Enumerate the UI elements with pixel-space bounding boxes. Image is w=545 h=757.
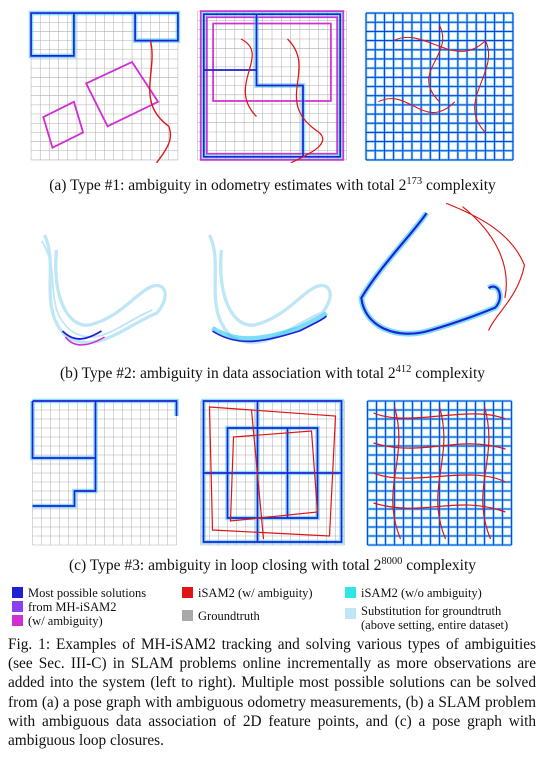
- solution-path: [202, 13, 342, 158]
- dense-grid: [366, 399, 513, 547]
- isam2-path: [149, 40, 171, 163]
- panel-b2: [192, 220, 347, 355]
- subcaption-b: (b) Type #2: ambiguity in data associati…: [59, 364, 486, 382]
- solution-path: [30, 12, 179, 57]
- solution-path: [358, 211, 503, 337]
- legend-swatch-most-possible-3: [12, 615, 23, 626]
- legend-label-substitution-2: (above setting, entire dataset): [361, 618, 509, 632]
- legend-label-isam2-w: iSAM2 (w/ ambiguity): [198, 586, 313, 600]
- legend-label-substitution-1: Substitution for groundtruth: [361, 604, 502, 618]
- subcaption-c: (c) Type #3: ambiguity in loop closing w…: [68, 556, 477, 574]
- subcaption-a: (a) Type #1: ambiguity in odometry estim…: [49, 176, 496, 194]
- ambiguous-path: [199, 10, 345, 161]
- legend-isam2-wo: iSAM2 (w/o ambiguity): [345, 586, 535, 602]
- legend-label-isam2-wo: iSAM2 (w/o ambiguity): [361, 586, 482, 600]
- legend-substitution: Substitution for groundtruth (above sett…: [345, 604, 535, 634]
- solution-path: [61, 330, 102, 340]
- isam2-path: [208, 406, 337, 540]
- isam2-path: [373, 406, 506, 540]
- legend-swatch-isam2-w: [182, 587, 193, 598]
- legend-swatch-most-possible-1: [12, 587, 23, 598]
- legend: Most possible solutions from MH-iSAM2 (w…: [12, 586, 537, 636]
- panel-c2: [195, 398, 350, 548]
- legend-label-most-possible-2: from MH-iSAM2: [28, 600, 117, 614]
- legend-most-possible: Most possible solutions from MH-iSAM2 (w…: [12, 586, 177, 634]
- isam2-path: [378, 25, 490, 133]
- ambiguous-path: [64, 336, 105, 346]
- legend-isam2-w: iSAM2 (w/ ambiguity): [182, 586, 342, 602]
- dense-grid: [364, 11, 515, 162]
- legend-label-most-possible-1: Most possible solutions: [28, 586, 147, 600]
- isam2-path: [240, 38, 324, 163]
- substitution-path: [43, 234, 167, 345]
- panel-c3: [363, 398, 516, 548]
- legend-swatch-most-possible-2: [12, 601, 23, 612]
- substitution-path: [208, 234, 332, 345]
- groundtruth-grid: [32, 400, 177, 546]
- panel-a1: [28, 10, 181, 163]
- solution-path: [31, 400, 178, 507]
- panel-a2: [192, 8, 352, 163]
- legend-groundtruth: Groundtruth: [182, 609, 342, 625]
- groundtruth-grid: [30, 12, 179, 161]
- legend-label-groundtruth: Groundtruth: [198, 609, 260, 623]
- legend-swatch-substitution: [345, 608, 356, 619]
- panel-b3: [348, 200, 528, 355]
- panel-a3: [363, 10, 516, 163]
- solution-path: [360, 212, 501, 335]
- legend-swatch-isam2-wo: [345, 587, 356, 598]
- isam2-path: [445, 202, 526, 331]
- panel-c1: [28, 398, 181, 548]
- panel-b1: [28, 220, 181, 355]
- substitution-path: [40, 240, 153, 338]
- ambiguous-path: [42, 60, 160, 150]
- figure-caption: Fig. 1: Examples of MH-iSAM2 tracking an…: [8, 636, 536, 750]
- legend-swatch-groundtruth: [182, 610, 193, 621]
- solution-path: [212, 315, 328, 343]
- solution-path: [211, 311, 329, 341]
- legend-label-most-possible-3: (w/ ambiguity): [28, 614, 103, 628]
